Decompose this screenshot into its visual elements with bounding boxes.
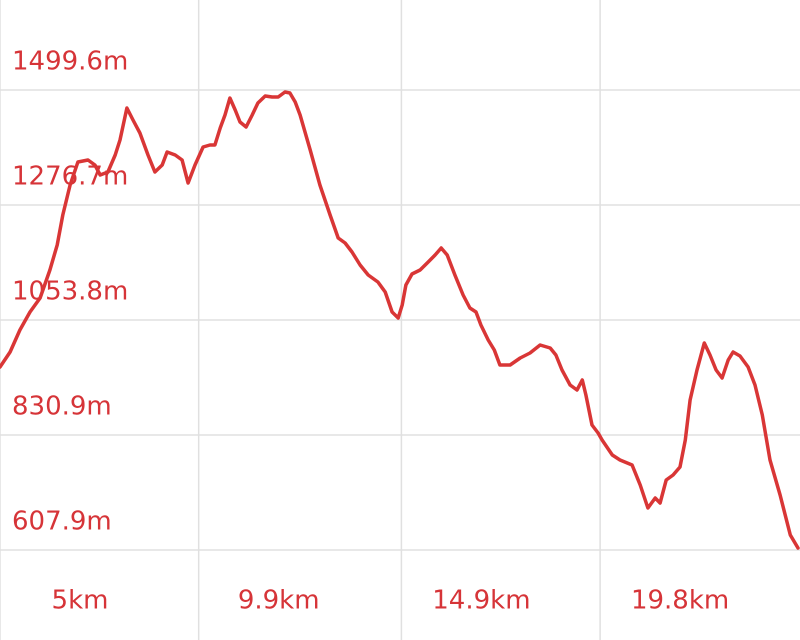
y-tick-label: 607.9m — [12, 507, 112, 537]
y-tick-label: 1053.8m — [12, 276, 128, 306]
elevation-line — [0, 90, 800, 550]
x-tick-label: 5km — [52, 586, 109, 616]
x-tick-label: 19.8km — [631, 586, 729, 616]
x-tick-label: 14.9km — [432, 586, 530, 616]
y-tick-label: 830.9m — [12, 391, 112, 421]
x-tick-label: 9.9km — [238, 586, 320, 616]
y-tick-label: 1499.6m — [12, 46, 128, 76]
